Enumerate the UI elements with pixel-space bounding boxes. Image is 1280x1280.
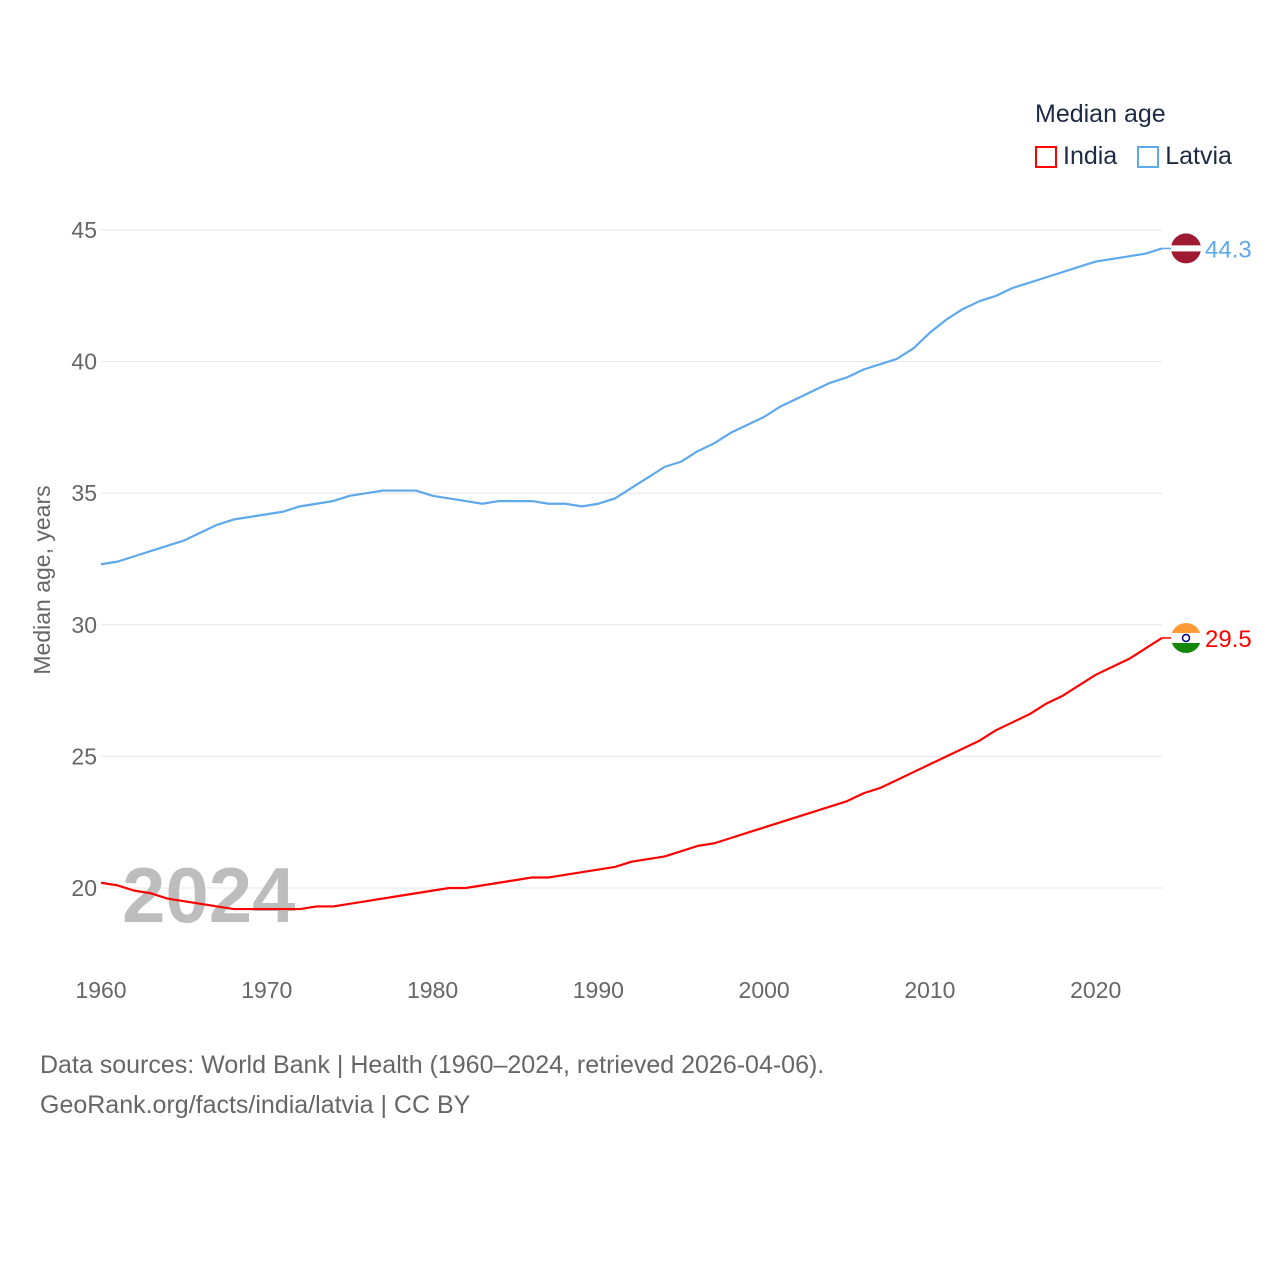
end-value-label-latvia: 44.3 bbox=[1205, 236, 1252, 263]
x-tick-label: 1960 bbox=[75, 977, 126, 1003]
series-line-latvia bbox=[100, 247, 1163, 566]
y-tick-label: 30 bbox=[71, 612, 97, 638]
y-tick-label: 45 bbox=[71, 217, 97, 243]
x-tick-label: 1980 bbox=[407, 977, 458, 1003]
series-line-india bbox=[100, 637, 1163, 911]
legend-title: Median age bbox=[1035, 100, 1166, 128]
legend-label-india: India bbox=[1063, 142, 1118, 170]
y-tick-label: 20 bbox=[71, 875, 97, 901]
y-tick-label: 35 bbox=[71, 480, 97, 506]
x-tick-label: 2000 bbox=[739, 977, 790, 1003]
end-value-label-india: 29.5 bbox=[1205, 626, 1252, 653]
legend-swatch-latvia bbox=[1137, 145, 1160, 168]
footer: Data sources: World Bank | Health (1960–… bbox=[40, 1045, 824, 1125]
attribution-link[interactable]: GeoRank.org/facts/india/latvia | CC BY bbox=[40, 1091, 471, 1119]
legend-item-india[interactable]: India bbox=[1035, 142, 1117, 171]
y-tick-label: 25 bbox=[71, 743, 97, 769]
legend: India Latvia bbox=[1035, 142, 1232, 171]
y-axis-label: Median age, years bbox=[29, 485, 55, 674]
x-tick-label: 2020 bbox=[1070, 977, 1121, 1003]
legend-item-latvia[interactable]: Latvia bbox=[1137, 142, 1232, 171]
y-tick-label: 40 bbox=[71, 349, 97, 375]
flag-india-icon bbox=[1171, 622, 1201, 653]
x-tick-label: 1990 bbox=[573, 977, 624, 1003]
x-tick-label: 2010 bbox=[904, 977, 955, 1003]
legend-swatch-india bbox=[1035, 145, 1057, 168]
x-tick-label: 1970 bbox=[241, 977, 292, 1003]
year-watermark: 2024 bbox=[122, 851, 296, 939]
data-source-text: Data sources: World Bank | Health (1960–… bbox=[40, 1051, 825, 1079]
flag-latvia-icon bbox=[1171, 233, 1201, 264]
legend-label-latvia: Latvia bbox=[1165, 142, 1232, 170]
